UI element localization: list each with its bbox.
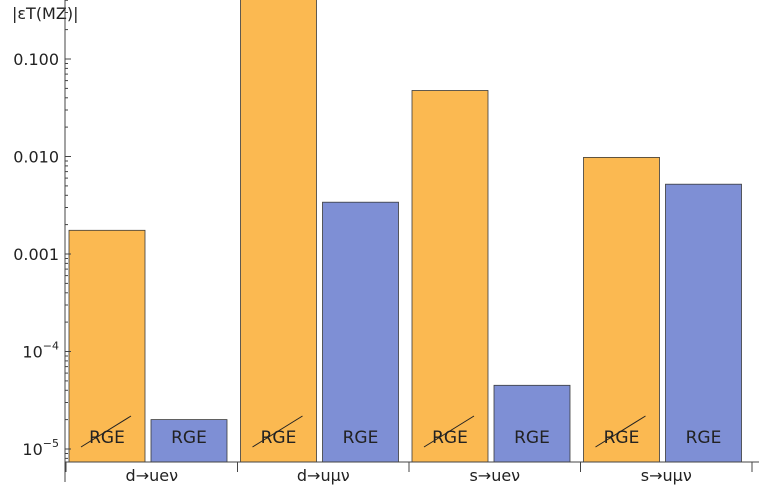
y-tick-label-4: 10−5: [22, 437, 59, 459]
bar-label-0-1: RGE: [261, 428, 297, 448]
bar-label-1-1: RGE: [343, 428, 379, 448]
x-category-label-1: d→uμν: [297, 466, 350, 485]
bar-label-1-0: RGE: [171, 428, 207, 448]
bar-rge-3: [665, 183, 742, 463]
y-axis-title: |εT(MZ)|: [12, 4, 78, 23]
strike-line-1: [252, 415, 303, 448]
y-tick-label-2: 0.001: [13, 245, 59, 264]
bar-rge-struck-1: [240, 0, 317, 463]
strike-line-0: [80, 415, 132, 448]
strike-line-3: [595, 415, 646, 448]
x-category-label-3: s→uμν: [641, 466, 692, 485]
bars: RGE RGE RGE RGE RGE RGE RGE RGE: [68, 0, 742, 463]
bar-rge-struck-2: [411, 90, 489, 463]
y-tick-label-0: 0.100: [13, 50, 59, 69]
bar-rge-struck-3: [583, 156, 660, 463]
bar-label-1-2: RGE: [514, 428, 550, 448]
bar-rge-struck-0: [68, 229, 146, 463]
bar-label-0-3: RGE: [604, 428, 640, 448]
y-tick-label-3: 10−4: [22, 340, 59, 362]
x-category-label-2: s→ueν: [469, 466, 520, 485]
bar-label-0-0: RGE: [89, 428, 125, 448]
y-tick-label-1: 0.010: [13, 148, 59, 167]
strike-line-2: [423, 415, 475, 448]
y-axis-label: |εT(MZ)|: [12, 4, 78, 23]
bar-label-0-2: RGE: [432, 428, 468, 448]
bar-rge-2: [493, 384, 571, 463]
x-category-label-0: d→ueν: [126, 466, 179, 485]
bar-label-1-3: RGE: [686, 428, 722, 448]
axes: 0.100 0.010 0.001 10−4 10−5 d→ueν d→uμν s→ueν s→…: [13, 0, 759, 485]
bar-rge-1: [322, 201, 399, 463]
